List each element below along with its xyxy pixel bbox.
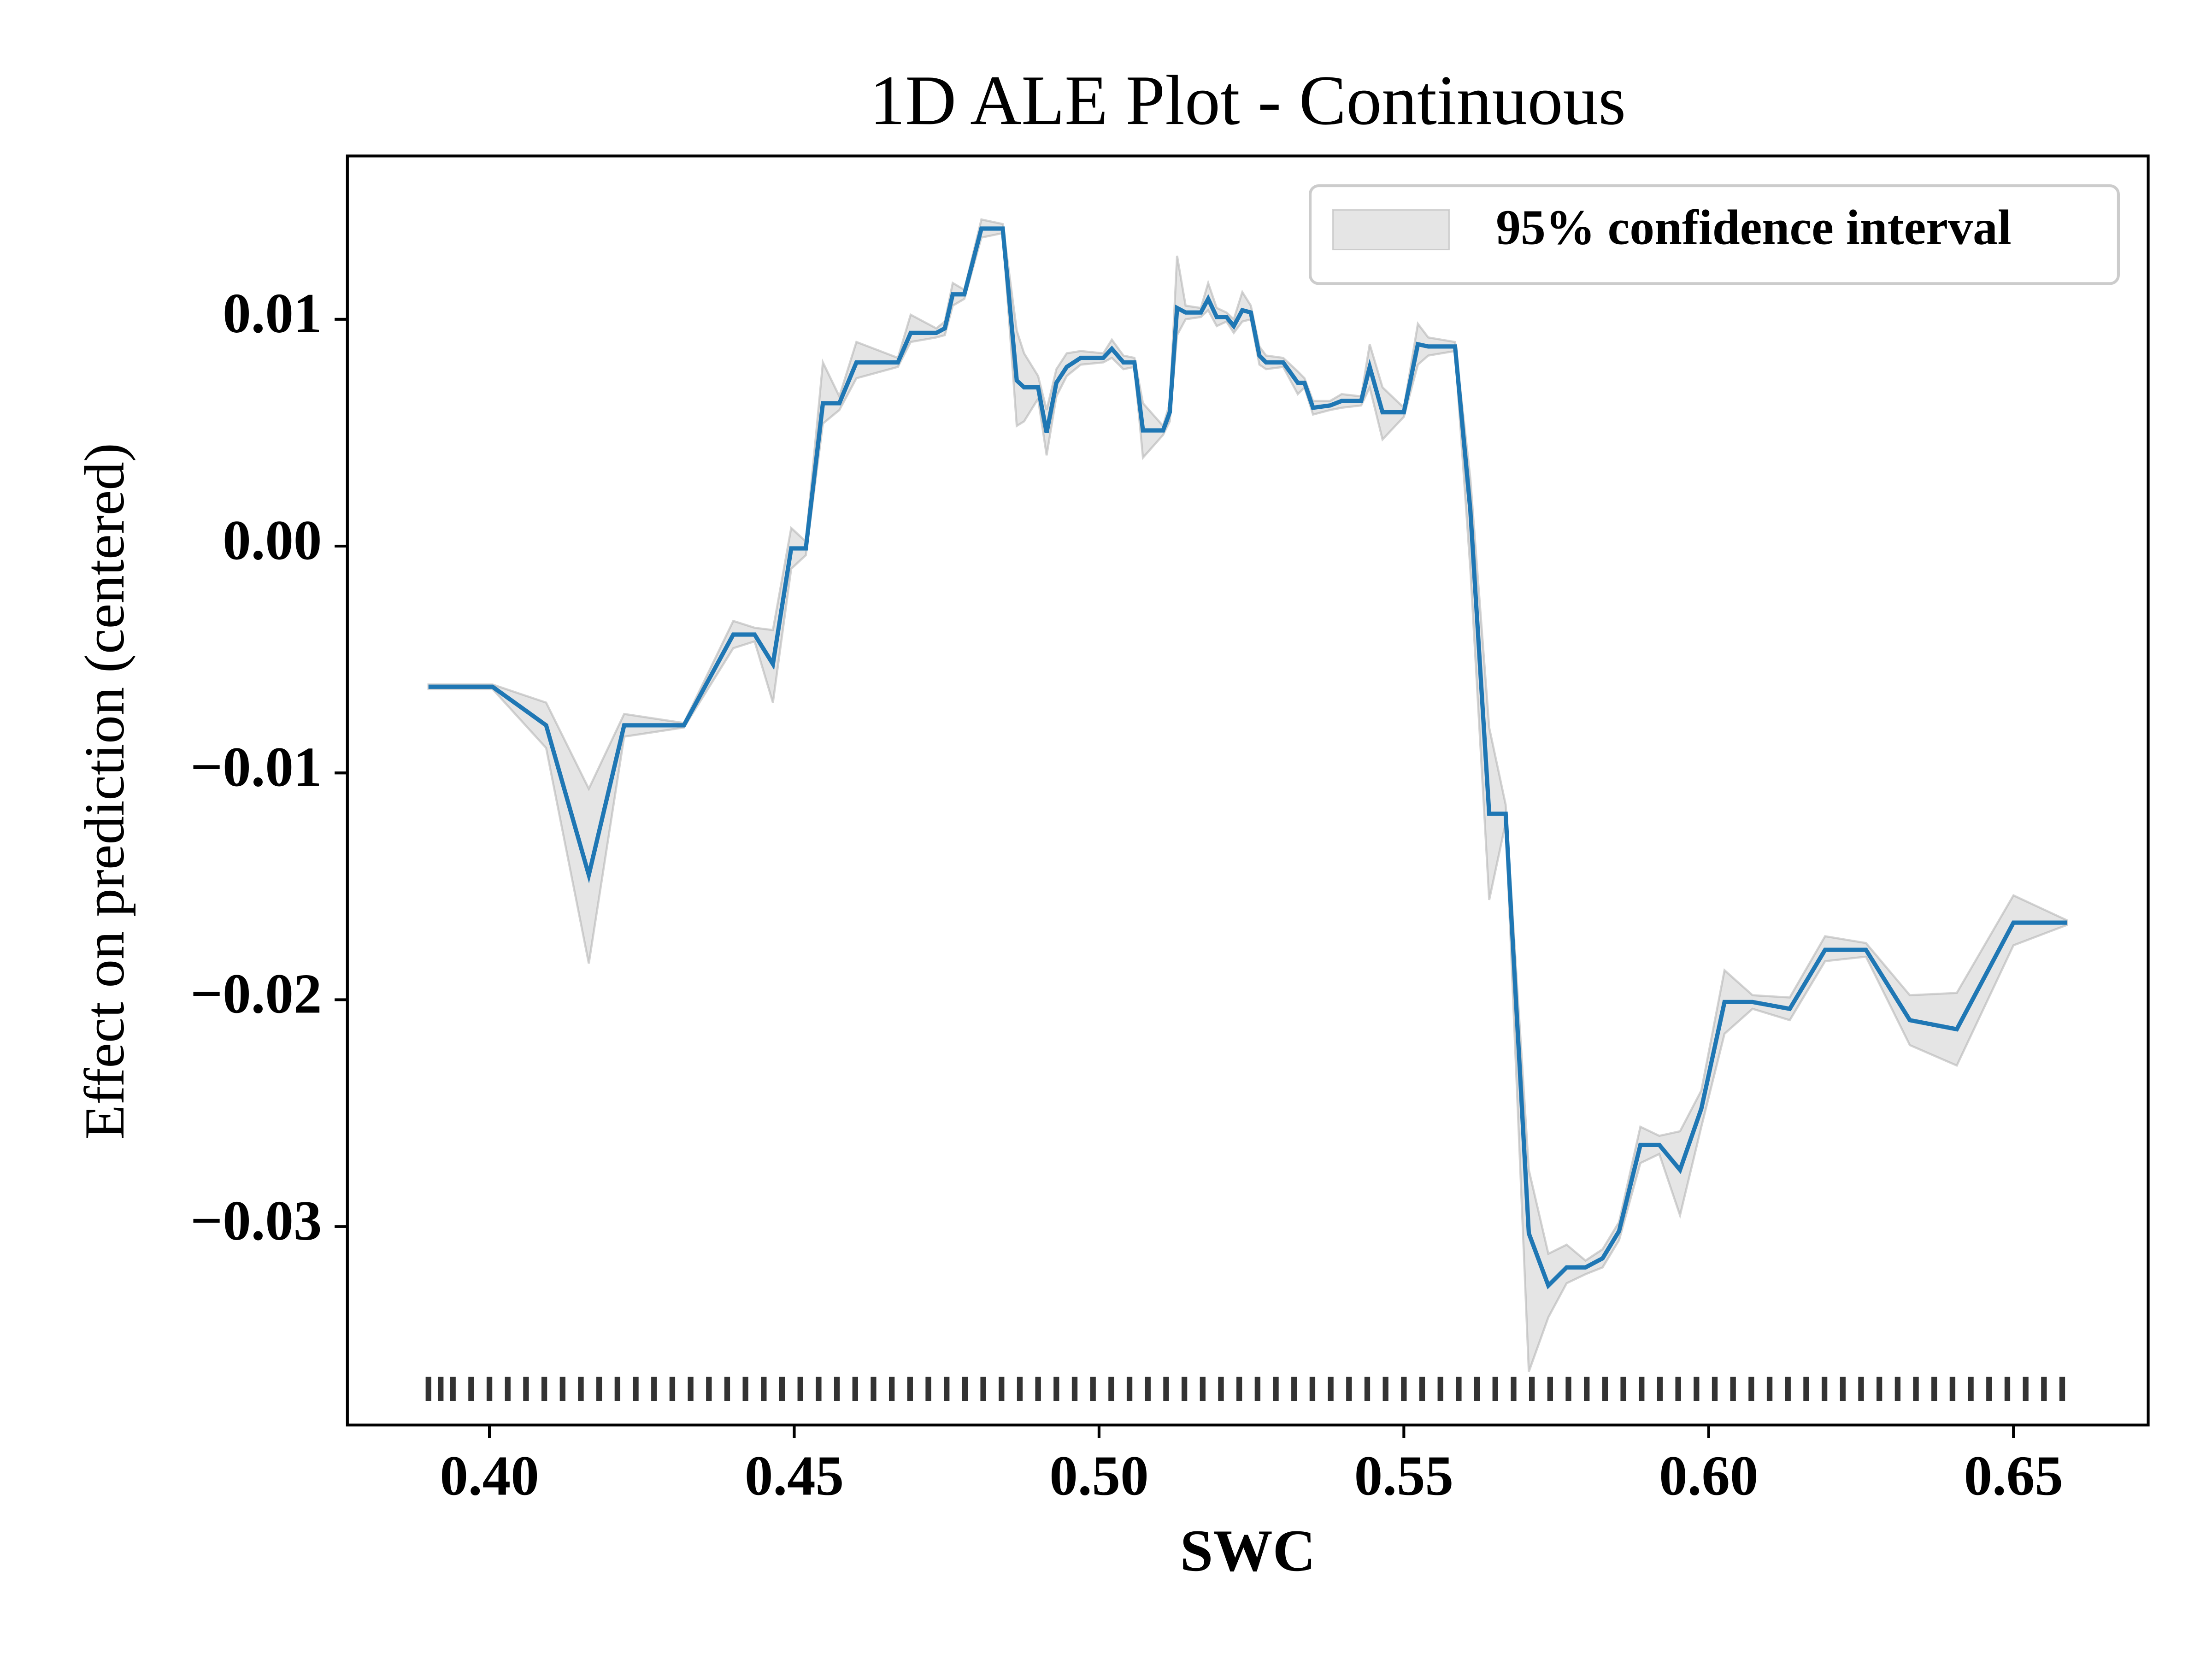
x-tick-label: 0.55 (1354, 1444, 1453, 1507)
legend-swatch (1332, 209, 1450, 251)
confidence-band (427, 218, 2068, 1372)
x-tick-label: 0.50 (1049, 1444, 1148, 1507)
x-tick-label: 0.40 (440, 1444, 539, 1507)
legend-box (1309, 184, 2120, 285)
y-tick-label: 0.00 (223, 508, 322, 571)
x-axis-label: SWC (1180, 1518, 1315, 1583)
ale-line (428, 226, 2067, 1289)
y-tick-label: 0.01 (223, 282, 322, 345)
y-tick-label: −0.01 (190, 735, 322, 798)
legend-label: 95% confidence interval (1496, 200, 2012, 255)
chart-title: 1D ALE Plot - Continuous (870, 61, 1626, 140)
x-tick-label: 0.45 (745, 1444, 844, 1507)
x-tick-label: 0.60 (1659, 1444, 1758, 1507)
y-tick-label: −0.02 (190, 962, 322, 1025)
y-axis-label: Effect on prediction (centered) (73, 443, 136, 1139)
y-tick-label: −0.03 (190, 1189, 322, 1252)
plot-frame (346, 154, 2150, 1427)
x-tick-label: 0.65 (1964, 1444, 2063, 1507)
